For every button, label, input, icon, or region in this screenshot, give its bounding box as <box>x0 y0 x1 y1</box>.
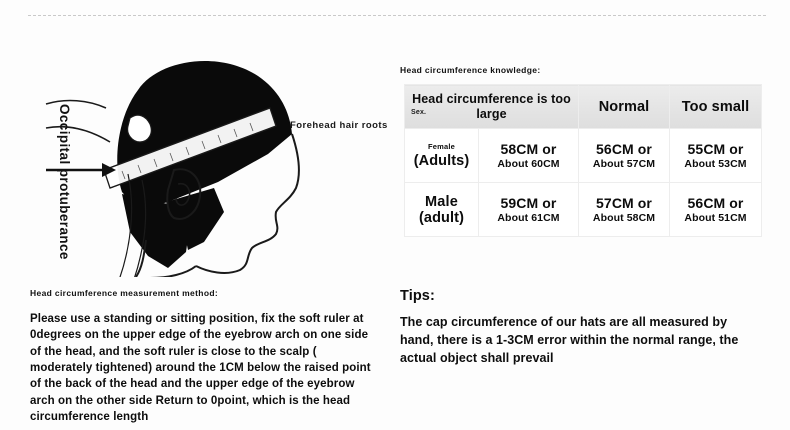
header-sex-label: Sex. <box>411 109 427 116</box>
occipital-protuberance-label: Occipital protuberance <box>57 104 72 260</box>
neck-line <box>135 239 147 277</box>
value-main: 57CM or <box>596 195 652 211</box>
hand-lower <box>45 125 111 143</box>
cell-male-too-large: 59CM or About 61CM <box>477 182 580 237</box>
top-dashed-rule <box>28 15 766 16</box>
header-too-small: Too small <box>669 84 763 129</box>
table-row: Female (Adults) 58CM or About 60CM 56CM … <box>404 128 763 183</box>
head-circumference-knowledge-title: Head circumference knowledge: <box>400 65 541 75</box>
cell-male-too-small: 56CM or About 51CM <box>669 182 763 237</box>
value-main: 56CM or <box>596 141 652 157</box>
face-outline <box>195 133 300 274</box>
size-table-wrapper: Sex. Head circumference is too large Nor… <box>403 84 763 237</box>
header-normal: Normal <box>578 84 671 129</box>
table-header-row: Sex. Head circumference is too large Nor… <box>403 84 763 129</box>
header-too-large-label: Head circumference is too large <box>412 91 571 121</box>
cell-sex-male: Male (adult) <box>404 182 479 237</box>
value-main: 56CM or <box>687 195 744 211</box>
tape-fold <box>127 114 152 143</box>
value-sub: About 61CM <box>497 212 560 224</box>
value-sub: About 51CM <box>684 212 747 224</box>
tape-tail-right <box>134 179 147 277</box>
sex-sub-label: Male <box>424 193 459 210</box>
table-header: Sex. Head circumference is too large Nor… <box>403 84 763 129</box>
table-body: Female (Adults) 58CM or About 60CM 56CM … <box>404 128 763 237</box>
head-profile-illustration <box>45 61 300 277</box>
value-sub: About 60CM <box>497 158 560 170</box>
sex-main-label: (Adults) <box>413 153 470 169</box>
value-sub: About 57CM <box>592 158 656 170</box>
cell-female-normal: 56CM or About 57CM <box>578 128 671 183</box>
table-row: Male (adult) 59CM or About 61CM 57CM or … <box>404 182 763 237</box>
tips-body: The cap circumference of our hats are al… <box>400 315 739 366</box>
measurement-method-body: Please use a standing or sitting positio… <box>30 313 371 423</box>
value-main: 59CM or <box>500 195 557 211</box>
head-circumference-table: Sex. Head circumference is too large Nor… <box>403 84 763 237</box>
header-too-large: Sex. Head circumference is too large <box>403 84 580 129</box>
head-measurement-diagram: Occipital protuberance Forehead hair roo… <box>18 42 400 277</box>
sex-main-label: (adult) <box>419 209 464 226</box>
ear-outline <box>166 168 202 220</box>
measurement-method-block: Head circumference measurement method: P… <box>30 288 375 425</box>
value-main: 58CM or <box>500 141 557 157</box>
cell-sex-female: Female (Adults) <box>404 128 479 183</box>
forehead-hair-roots-label: Forehead hair roots <box>290 120 388 131</box>
hand-upper <box>45 99 107 109</box>
cell-male-normal: 57CM or About 58CM <box>578 182 671 237</box>
occipital-arrow <box>46 163 116 177</box>
tape-measure-band <box>103 107 277 189</box>
value-sub: About 53CM <box>684 158 747 170</box>
value-sub: About 58CM <box>592 212 656 224</box>
tape-tick-marks <box>121 122 254 180</box>
tape-tail-left <box>119 173 133 277</box>
measurement-method-title: Head circumference measurement method: <box>30 288 219 298</box>
sex-sub-label: Female <box>427 142 456 151</box>
ear-inner <box>175 182 191 206</box>
sideburn-hair <box>166 188 224 250</box>
cell-female-too-small: 55CM or About 53CM <box>669 128 763 183</box>
nape-hair <box>122 194 190 268</box>
tips-title: Tips: <box>400 288 435 304</box>
tips-block: Tips: The cap circumference of our hats … <box>400 288 760 367</box>
jaw-line <box>149 265 197 277</box>
value-main: 55CM or <box>687 141 744 157</box>
cell-female-too-large: 58CM or About 60CM <box>477 128 580 183</box>
